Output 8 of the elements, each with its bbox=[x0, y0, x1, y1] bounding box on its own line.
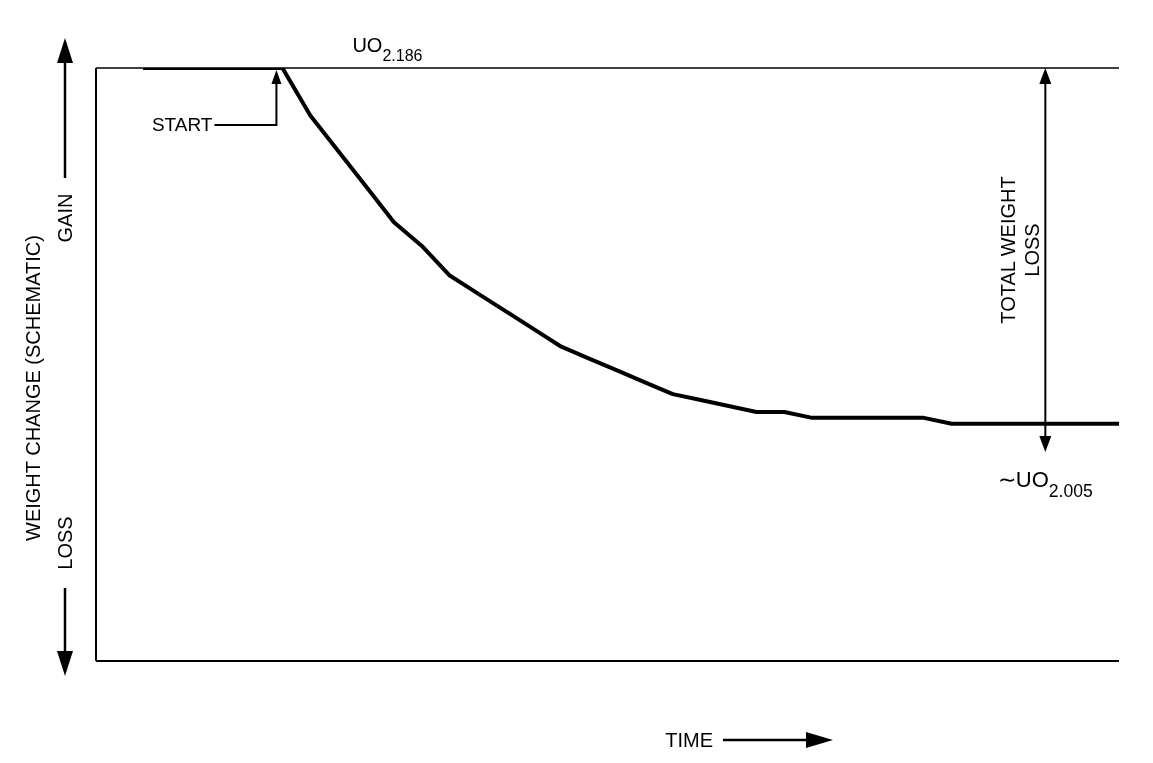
annotation: TOTAL WEIGHT LOSS bbox=[997, 176, 1044, 324]
annotation: START bbox=[151, 114, 213, 135]
text: UO$_{2.186}$ bbox=[352, 34, 423, 64]
y-axis-title: WEIGHT CHANGE (SCHEMATIC) bbox=[22, 235, 44, 541]
x-axis-title: TIME bbox=[665, 729, 713, 751]
annotation: ∼UO$_{2.005}$ bbox=[997, 467, 1094, 501]
text: LOSS bbox=[54, 516, 76, 570]
text: GAIN bbox=[54, 193, 76, 243]
